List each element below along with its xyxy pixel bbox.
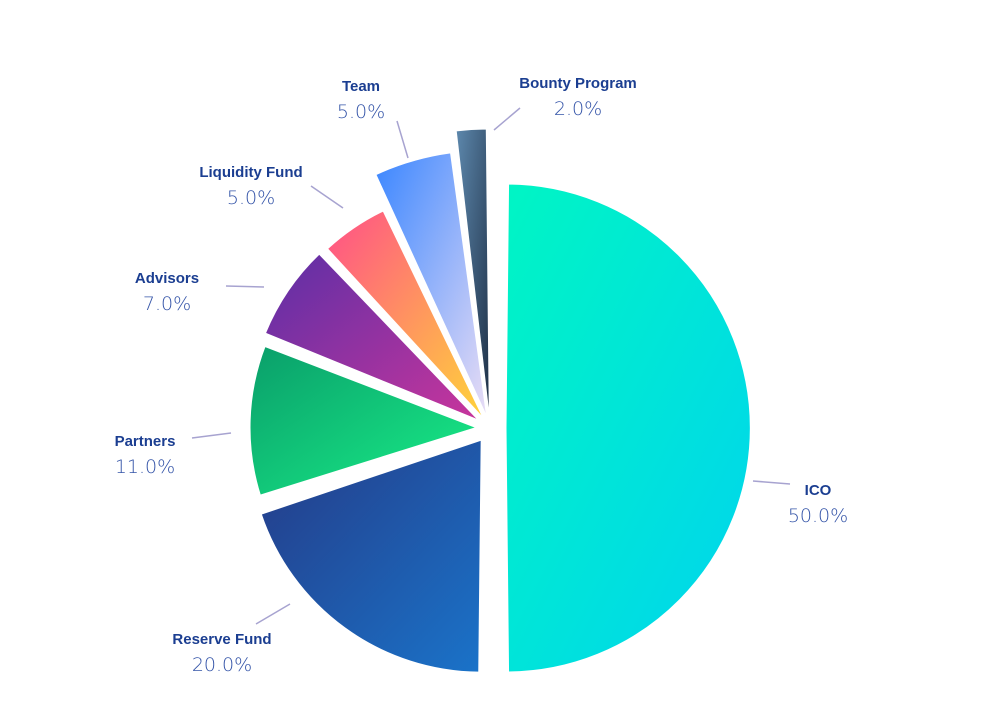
slice-value-label: 5.0% [227,187,275,209]
leader-line [310,185,344,209]
pie-slice-partners [249,346,477,496]
slice-label: Bounty Program [519,75,637,92]
pie-slice-ico [505,183,751,673]
leader-line [493,107,521,131]
slice-value-label: 2.0% [554,98,602,120]
pie-slices [249,128,751,673]
slice-label: Reserve Fund [172,631,271,648]
slice-label: ICO [805,482,832,499]
leader-line [752,480,791,485]
slice-label: Advisors [135,270,199,287]
slice-label: Partners [115,433,176,450]
pie-slice-liquidity-fund [327,210,484,419]
slice-value-label: 20.0% [192,654,252,676]
slice-value-label: 50.0% [788,505,848,527]
pie-slice-reserve-fund [260,439,482,673]
slice-label: Team [342,78,380,95]
slice-value-label: 11.0% [115,456,175,478]
slice-label: Liquidity Fund [199,164,302,181]
leader-line [396,120,409,159]
leader-line [225,285,265,288]
leader-line [191,432,232,439]
leader-line [255,603,291,625]
slice-value-label: 5.0% [337,101,385,123]
pie-slice-team [375,152,488,417]
pie-slice-advisors [264,253,479,421]
pie-labels: ICO 50.0% Reserve Fund 20.0% Partners 11.0% Ad… [115,75,849,676]
pie-slice-bounty-program [455,128,490,418]
slice-value-label: 7.0% [143,293,191,315]
